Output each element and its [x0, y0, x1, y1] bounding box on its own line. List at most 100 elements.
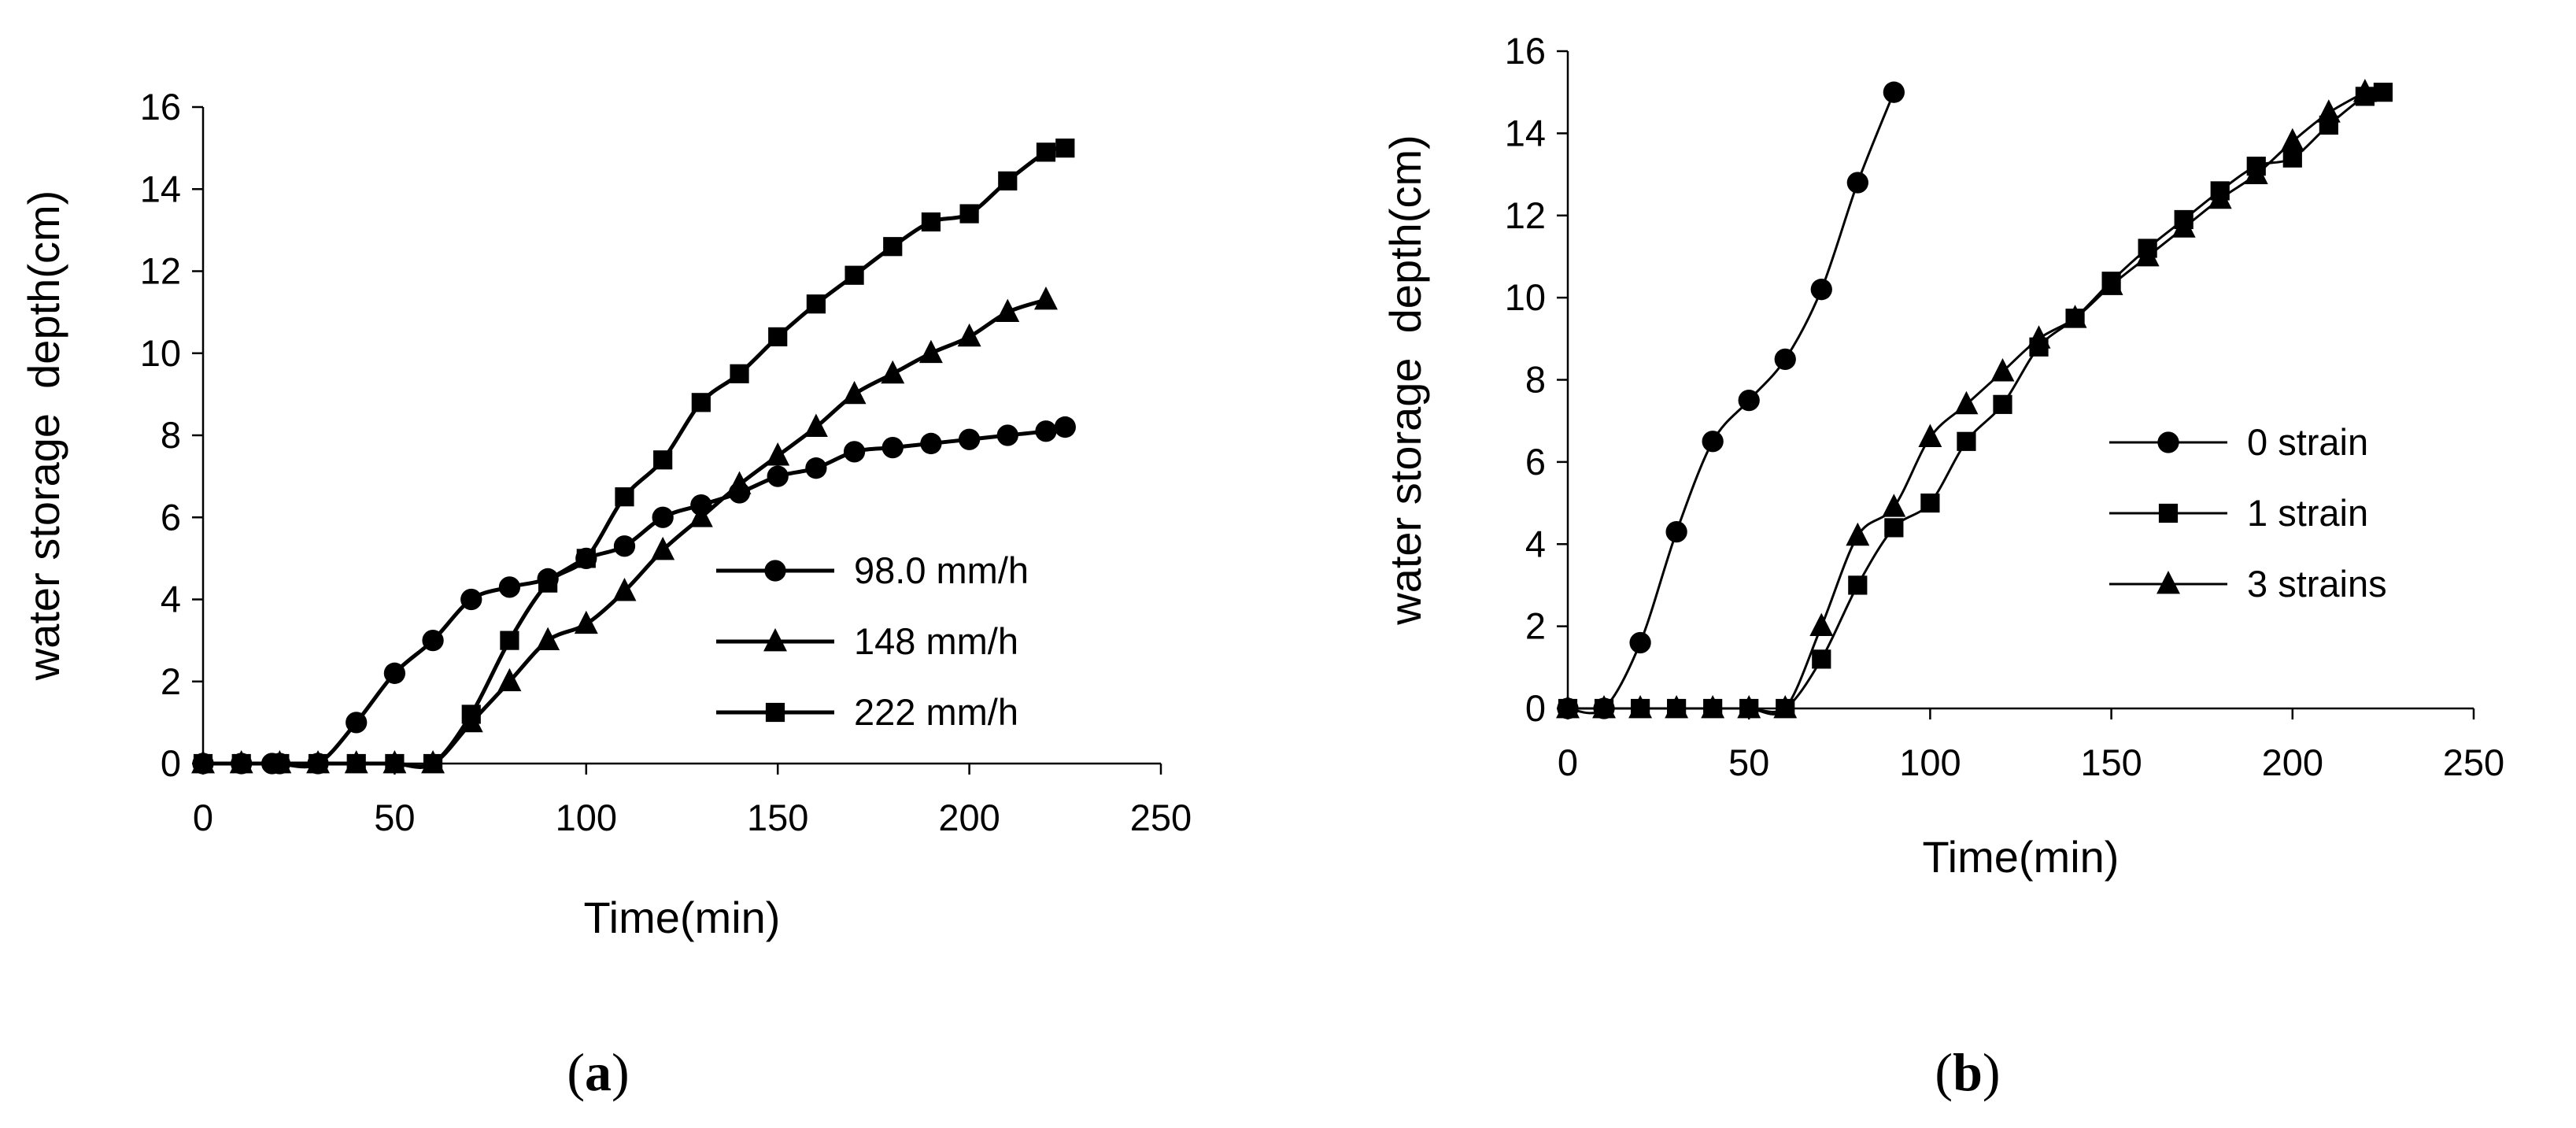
pa-legend-marker-circle: [764, 560, 786, 582]
pb-data-point-circle: [1665, 520, 1687, 543]
caption-a: (a): [567, 1042, 629, 1102]
pa-y-tick-label: 14: [140, 168, 181, 209]
pa-data-point-triangle: [689, 504, 713, 527]
pa-y-tick-label: 16: [140, 86, 181, 128]
pb-data-point-triangle: [1556, 694, 1580, 719]
pa-x-axis-title: Time(min): [584, 893, 781, 942]
pa-data-point-square: [1036, 142, 1056, 162]
pa-data-point-triangle: [996, 298, 1020, 322]
pa-data-point-square: [308, 753, 328, 774]
pa-data-point-square: [576, 549, 596, 568]
pa-x-tick-label: 0: [193, 797, 213, 838]
pb-data-point-triangle: [1628, 694, 1653, 719]
pb-y-tick-label: 4: [1525, 523, 1546, 564]
pa-data-point-triangle: [766, 442, 790, 466]
pb-data-point-triangle: [2099, 272, 2123, 295]
pa-data-point-square: [730, 364, 749, 383]
pa-data-point-triangle: [804, 413, 828, 437]
pa-data-point-square: [844, 265, 864, 285]
pa-data-point-circle: [1054, 416, 1076, 438]
pa-data-point-square: [385, 753, 405, 774]
pa-legend-marker-square: [765, 702, 785, 723]
pb-legend-entry-1: 0 strain: [2109, 421, 2368, 463]
pb-x-tick-label: 50: [1728, 742, 1769, 783]
pa-legend-entry-3: 222 mm/h: [716, 691, 1018, 733]
pb-data-point-square: [1848, 575, 1868, 595]
pb-data-point-triangle: [1918, 423, 1942, 447]
pb-data-point-square: [1920, 493, 1940, 513]
pa-data-point-triangle: [574, 610, 598, 634]
pb-x-tick-label: 150: [2080, 742, 2142, 783]
pb-data-point-triangle: [1882, 494, 1906, 517]
pa-data-point-triangle: [957, 323, 981, 347]
pa-data-point-square: [231, 753, 251, 774]
pa-data-point-triangle: [536, 627, 560, 650]
pb-data-point-circle: [1846, 172, 1868, 194]
pb-data-point-square: [1957, 431, 1976, 451]
pa-data-point-circle: [460, 588, 482, 611]
pb-y-tick-label: 16: [1505, 30, 1546, 72]
pa-legend-label: 148 mm/h: [854, 620, 1018, 662]
pa-series-3: [193, 139, 1075, 774]
pa-data-point-square: [883, 237, 903, 257]
pb-series-line: [1567, 91, 1895, 715]
pa-data-point-circle: [346, 712, 368, 734]
pa-data-point-square: [806, 294, 826, 314]
pa-data-point-square: [959, 204, 979, 224]
pb-data-point-triangle: [1990, 358, 2015, 382]
pb-y-axis-title: water storage depth(cm): [1380, 135, 1430, 625]
pa-data-point-circle: [1035, 420, 1057, 442]
pb-data-point-triangle: [1773, 694, 1798, 719]
pb-x-tick-label: 100: [1899, 742, 1961, 783]
pb-y-tick-label: 14: [1505, 112, 1546, 153]
pa-y-tick-label: 4: [161, 579, 181, 620]
pa-x-tick-label: 250: [1130, 797, 1192, 838]
pa-y-tick-label: 0: [161, 742, 181, 784]
pa-series-line: [203, 146, 1066, 769]
pb-legend-entry-3: 3 strains: [2109, 563, 2387, 605]
pa-data-point-triangle: [842, 380, 867, 405]
pb-legend-label: 0 strain: [2247, 421, 2368, 463]
pb-data-point-triangle: [2316, 99, 2341, 123]
pb-data-point-triangle: [1701, 694, 1725, 719]
pa-data-point-triangle: [881, 360, 905, 384]
pa-data-point-circle: [920, 432, 942, 455]
pb-legend-label: 1 strain: [2247, 492, 2368, 534]
pb-data-point-triangle: [1809, 612, 1834, 636]
pa-x-tick-label: 150: [747, 797, 808, 838]
pa-x-tick-label: 100: [556, 797, 617, 838]
pb-data-point-triangle: [2208, 185, 2232, 209]
pa-data-point-square: [193, 753, 213, 774]
pb-y-tick-label: 8: [1525, 359, 1546, 401]
pa-y-tick-label: 6: [161, 496, 181, 538]
pa-x-tick-label: 200: [938, 797, 1000, 838]
pb-series-3: [1556, 79, 2377, 719]
pb-data-point-triangle: [2280, 128, 2304, 152]
pb-data-point-square: [1993, 394, 2012, 414]
pb-data-point-circle: [1738, 389, 1760, 412]
pa-data-point-triangle: [918, 339, 943, 364]
pa-data-point-circle: [958, 428, 981, 450]
pa-data-point-circle: [422, 629, 444, 652]
pa-x-tick-label: 50: [374, 797, 415, 838]
pa-data-point-circle: [843, 441, 866, 463]
pa-data-point-triangle: [651, 536, 675, 560]
pa-data-point-circle: [767, 465, 789, 487]
pb-data-point-triangle: [1737, 694, 1761, 719]
pb-legend-entry-2: 1 strain: [2109, 492, 2368, 534]
pa-data-point-square: [423, 753, 443, 774]
pb-data-point-triangle: [2171, 214, 2196, 238]
pa-y-tick-label: 8: [161, 414, 181, 456]
pb-y-tick-label: 2: [1525, 605, 1546, 647]
pa-legend-label: 98.0 mm/h: [854, 549, 1029, 591]
pa-data-point-square: [538, 573, 558, 593]
pb-data-point-square: [2282, 148, 2302, 168]
pa-legend-marker-triangle: [763, 627, 787, 652]
pb-y-tick-label: 6: [1525, 441, 1546, 483]
pb-x-tick-label: 250: [2443, 742, 2504, 783]
pb-data-point-triangle: [1592, 694, 1616, 719]
pb-data-point-triangle: [1665, 694, 1689, 719]
pb-legend-label: 3 strains: [2247, 563, 2387, 605]
pa-data-point-square: [346, 753, 366, 774]
